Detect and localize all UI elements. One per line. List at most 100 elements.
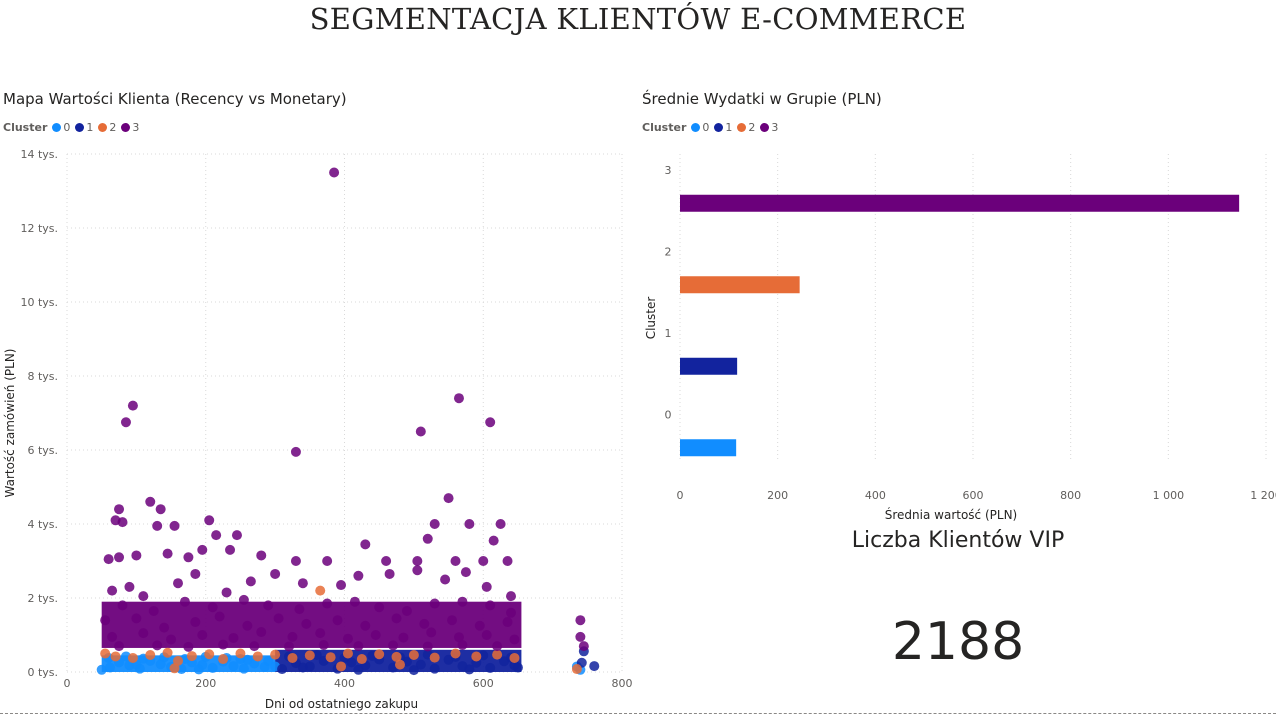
scatter-point[interactable] xyxy=(391,613,402,624)
scatter-point[interactable] xyxy=(353,664,364,675)
scatter-point[interactable] xyxy=(575,615,586,626)
scatter-legend[interactable]: Cluster 0 1 2 3 xyxy=(3,121,144,134)
scatter-point[interactable] xyxy=(117,600,128,611)
scatter-point[interactable] xyxy=(412,565,423,576)
scatter-point[interactable] xyxy=(183,552,194,563)
scatter-legend-item-2[interactable]: 2 xyxy=(98,121,116,134)
scatter-point[interactable] xyxy=(235,648,246,659)
scatter-point[interactable] xyxy=(127,400,138,411)
scatter-point[interactable] xyxy=(429,598,440,609)
scatter-point[interactable] xyxy=(426,627,437,638)
scatter-point[interactable] xyxy=(277,664,288,675)
scatter-point[interactable] xyxy=(589,661,600,672)
scatter-point[interactable] xyxy=(575,631,586,642)
scatter-point[interactable] xyxy=(263,600,274,611)
scatter-point[interactable] xyxy=(252,651,263,662)
scatter-point[interactable] xyxy=(228,661,239,672)
scatter-point[interactable] xyxy=(506,591,516,602)
scatter-point[interactable] xyxy=(578,641,589,652)
scatter-point[interactable] xyxy=(100,615,111,626)
scatter-point[interactable] xyxy=(110,651,121,662)
scatter-point[interactable] xyxy=(360,539,371,550)
scatter-point[interactable] xyxy=(159,622,170,633)
scatter-point[interactable] xyxy=(190,568,201,579)
scatter-point[interactable] xyxy=(374,649,385,660)
scatter-point[interactable] xyxy=(336,580,347,591)
scatter-point[interactable] xyxy=(509,652,520,663)
scatter-point[interactable] xyxy=(315,628,326,639)
scatter-point[interactable] xyxy=(169,663,180,674)
scatter-point[interactable] xyxy=(138,591,149,602)
scatter-point[interactable] xyxy=(238,663,249,674)
scatter-point[interactable] xyxy=(453,393,464,404)
scatter-point[interactable] xyxy=(183,641,194,652)
scatter-point[interactable] xyxy=(398,632,409,643)
scatter-point[interactable] xyxy=(114,552,125,563)
scatter-point[interactable] xyxy=(512,662,523,673)
scatter-point[interactable] xyxy=(332,615,343,626)
scatter-point[interactable] xyxy=(204,649,215,660)
scatter-point[interactable] xyxy=(464,519,475,529)
scatter-point[interactable] xyxy=(124,581,135,592)
scatter-point[interactable] xyxy=(294,604,305,615)
scatter-point[interactable] xyxy=(173,578,183,589)
scatter-point[interactable] xyxy=(457,639,468,650)
scatter-point[interactable] xyxy=(256,550,267,561)
scatter-point[interactable] xyxy=(460,567,471,578)
scatter-point[interactable] xyxy=(322,556,333,566)
scatter-point[interactable] xyxy=(492,649,503,660)
scatter-point[interactable] xyxy=(131,613,142,624)
scatter-point[interactable] xyxy=(214,611,225,622)
scatter-point[interactable] xyxy=(485,662,496,673)
scatter-point[interactable] xyxy=(485,600,496,611)
bar-legend-item-1[interactable]: 1 xyxy=(714,121,732,134)
scatter-chart[interactable]: 0 tys. 2 tys. 4 tys. 6 tys. 8 tys. 10 tys. 12 … xyxy=(0,140,640,716)
scatter-legend-item-0[interactable]: 0 xyxy=(52,121,70,134)
scatter-point[interactable] xyxy=(284,641,294,652)
scatter-point[interactable] xyxy=(290,556,301,566)
scatter-point[interactable] xyxy=(443,493,454,504)
scatter-legend-item-3[interactable]: 3 xyxy=(121,121,139,134)
scatter-point[interactable] xyxy=(207,602,218,613)
scatter-point[interactable] xyxy=(322,598,333,609)
scatter-point[interactable] xyxy=(103,554,114,565)
bar-legend-item-3[interactable]: 3 xyxy=(760,121,778,134)
scatter-point[interactable] xyxy=(162,647,173,658)
scatter-point[interactable] xyxy=(238,594,249,605)
scatter-point[interactable] xyxy=(336,661,347,672)
scatter-point[interactable] xyxy=(207,662,218,673)
scatter-point[interactable] xyxy=(120,417,131,428)
scatter-point[interactable] xyxy=(245,576,256,587)
scatter-point[interactable] xyxy=(138,628,149,639)
bar-cluster-3[interactable] xyxy=(680,194,1240,212)
scatter-legend-item-1[interactable]: 1 xyxy=(75,121,93,134)
scatter-point[interactable] xyxy=(152,640,163,651)
scatter-point[interactable] xyxy=(388,640,399,651)
scatter-point[interactable] xyxy=(315,585,326,596)
scatter-point[interactable] xyxy=(422,533,433,544)
scatter-point[interactable] xyxy=(304,650,315,661)
scatter-point[interactable] xyxy=(342,633,353,644)
scatter-point[interactable] xyxy=(273,613,284,624)
bar-chart[interactable]: 0 200 400 600 800 1 000 1 200 Średnia wartość (… xyxy=(636,140,1276,530)
scatter-point[interactable] xyxy=(502,617,513,628)
bar-cluster-2[interactable] xyxy=(680,276,800,294)
scatter-point[interactable] xyxy=(127,652,138,663)
scatter-point[interactable] xyxy=(495,519,506,529)
bar-legend[interactable]: Cluster 0 1 2 3 xyxy=(642,121,783,134)
scatter-point[interactable] xyxy=(190,617,201,628)
scatter-point[interactable] xyxy=(117,517,128,528)
scatter-point[interactable] xyxy=(218,654,229,665)
scatter-point[interactable] xyxy=(162,548,173,559)
scatter-point[interactable] xyxy=(145,496,156,507)
scatter-point[interactable] xyxy=(395,659,405,670)
scatter-point[interactable] xyxy=(100,648,111,659)
scatter-point[interactable] xyxy=(374,602,385,613)
scatter-point[interactable] xyxy=(356,654,367,665)
scatter-point[interactable] xyxy=(287,631,298,642)
scatter-point[interactable] xyxy=(290,446,301,457)
scatter-point[interactable] xyxy=(169,520,180,531)
scatter-point[interactable] xyxy=(478,556,489,566)
scatter-point[interactable] xyxy=(464,664,475,675)
scatter-point[interactable] xyxy=(349,596,360,607)
